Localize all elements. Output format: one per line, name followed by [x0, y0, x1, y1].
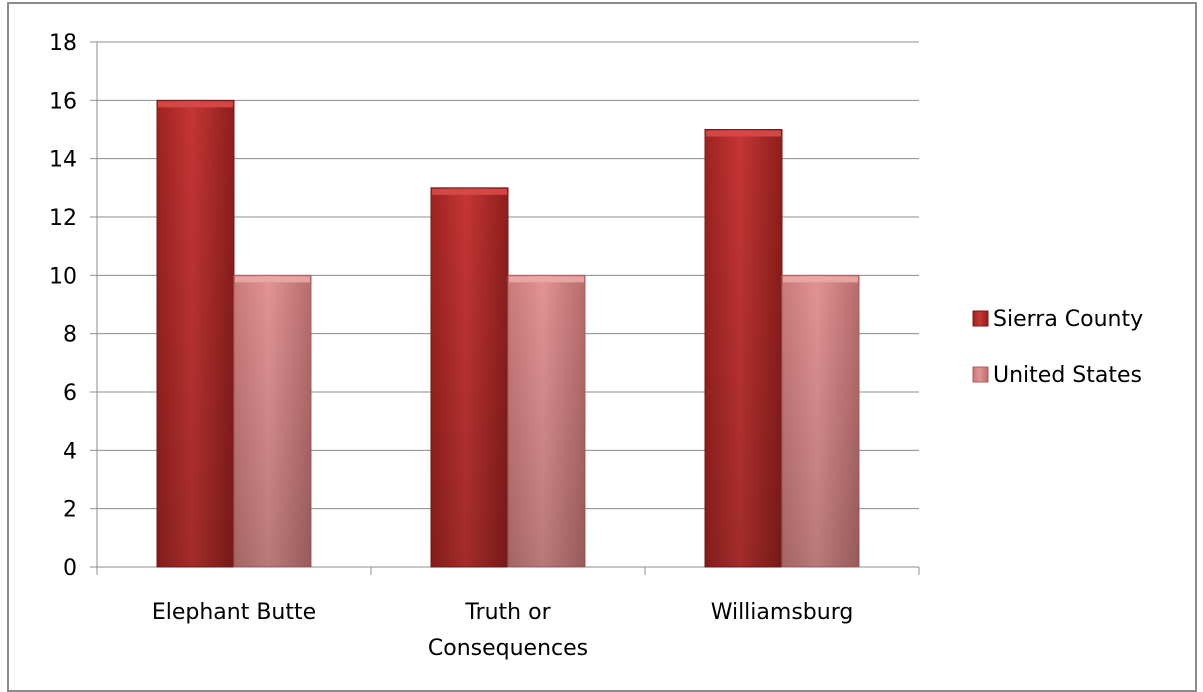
bar-shade — [782, 275, 859, 567]
y-tick-label: 4 — [63, 439, 77, 464]
bar-shade — [508, 275, 585, 567]
bars — [156, 99, 860, 568]
y-tick-label: 12 — [49, 206, 77, 231]
y-tick-label: 18 — [49, 31, 77, 56]
bar-shade — [431, 187, 508, 568]
bar-shade — [705, 129, 782, 567]
legend-label: United States — [993, 363, 1142, 388]
y-tick-label: 8 — [63, 323, 77, 348]
x-category-label: Elephant Butte — [152, 600, 316, 625]
x-category-label: Truth or — [464, 600, 551, 625]
bar-shade — [157, 100, 234, 567]
y-tick-label: 14 — [49, 148, 77, 173]
legend: Sierra County United States — [972, 307, 1143, 388]
x-category-label: Williamsburg — [711, 600, 854, 625]
chart-frame: 0 2 4 6 8 10 12 14 16 18 Elephant Butte Truth or Con… — [7, 2, 1197, 692]
legend-swatch-sierra-county — [972, 310, 989, 327]
y-tick-label: 2 — [63, 498, 77, 523]
y-tick-label: 16 — [49, 89, 77, 114]
y-tick-label: 10 — [49, 264, 77, 289]
legend-label: Sierra County — [993, 307, 1143, 332]
y-tick-label: 6 — [63, 381, 77, 406]
bar-shade — [234, 275, 311, 567]
x-category-label: Consequences — [428, 636, 588, 661]
axis-labels: 0 2 4 6 8 10 12 14 16 18 Elephant Butte Truth or Con… — [49, 31, 853, 661]
y-tick-label: 0 — [63, 556, 77, 581]
legend-swatch-united-states — [972, 366, 989, 383]
bar-chart: 0 2 4 6 8 10 12 14 16 18 Elephant Butte Truth or Con… — [49, 31, 1143, 661]
